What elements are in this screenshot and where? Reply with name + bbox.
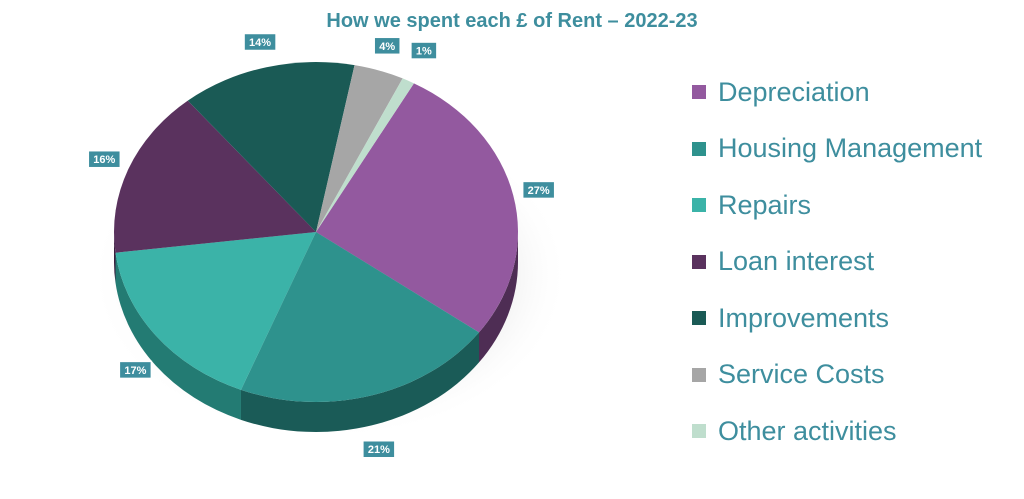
- legend-swatch: [692, 198, 706, 213]
- legend-label: Improvements: [718, 302, 890, 333]
- data-label: 27%: [528, 185, 550, 197]
- pie-side-loan-interest: [114, 232, 116, 283]
- pie-slice-service-costs: [316, 65, 403, 232]
- pie-chart: 27% 21% 17% 16% 14% 4% 1%: [87, 32, 570, 459]
- pie-slice-loan-interest: [113, 100, 316, 253]
- data-label-box: [87, 149, 122, 169]
- legend-item: Other activities: [692, 403, 1022, 460]
- pie-slice-depreciation: [316, 83, 518, 333]
- legend-item: Service Costs: [692, 347, 1022, 404]
- data-label-box: [521, 180, 556, 200]
- pie-side-repairs: [115, 252, 241, 420]
- legend-swatch: [692, 141, 706, 156]
- data-label-box: [373, 36, 401, 56]
- legend-swatch: [692, 367, 706, 382]
- chart-title: How we spent each £ of Rent – 2022-23: [326, 10, 698, 32]
- legend-label: Repairs: [718, 189, 812, 220]
- legend-label: Service Costs: [718, 359, 885, 390]
- pie-slice-repairs: [115, 232, 316, 390]
- data-label: 4%: [379, 41, 395, 53]
- legend-item: Improvements: [692, 290, 1022, 347]
- data-label: 1%: [416, 46, 432, 58]
- legend-label: Housing Management: [718, 133, 983, 164]
- data-label-box: [362, 439, 396, 459]
- legend-swatch: [692, 311, 706, 326]
- pie-side-depreciation: [479, 232, 518, 363]
- legend-item: Housing Management: [692, 121, 1022, 178]
- legend-swatch: [692, 424, 706, 439]
- legend-item: Repairs: [692, 177, 1022, 234]
- legend: Depreciation Housing Management Repairs Loa…: [692, 64, 1022, 460]
- pie-slice-housing-management: [240, 232, 480, 402]
- pie-labels: 27% 21% 17% 16% 14% 4% 1%: [87, 32, 556, 459]
- legend-item: Loan interest: [692, 234, 1022, 291]
- pie-slice-other-activities: [316, 78, 414, 232]
- pie-side-housing-management: [240, 332, 480, 432]
- data-label: 14%: [249, 37, 271, 49]
- pie-sides: [114, 232, 518, 432]
- data-label: 16%: [93, 154, 115, 166]
- legend-item: Depreciation: [692, 64, 1022, 121]
- data-label-box: [118, 360, 153, 380]
- data-label-box: [243, 32, 277, 52]
- data-label-box: [410, 41, 438, 60]
- legend-swatch: [692, 85, 706, 100]
- legend-label: Loan interest: [718, 246, 875, 277]
- pie-tops: [113, 62, 518, 402]
- pie-slice-improvements: [187, 62, 355, 232]
- data-label: 21%: [368, 444, 390, 456]
- legend-label: Other activities: [718, 415, 897, 446]
- legend-swatch: [692, 254, 706, 269]
- data-label: 17%: [124, 365, 146, 377]
- legend-label: Depreciation: [718, 76, 870, 107]
